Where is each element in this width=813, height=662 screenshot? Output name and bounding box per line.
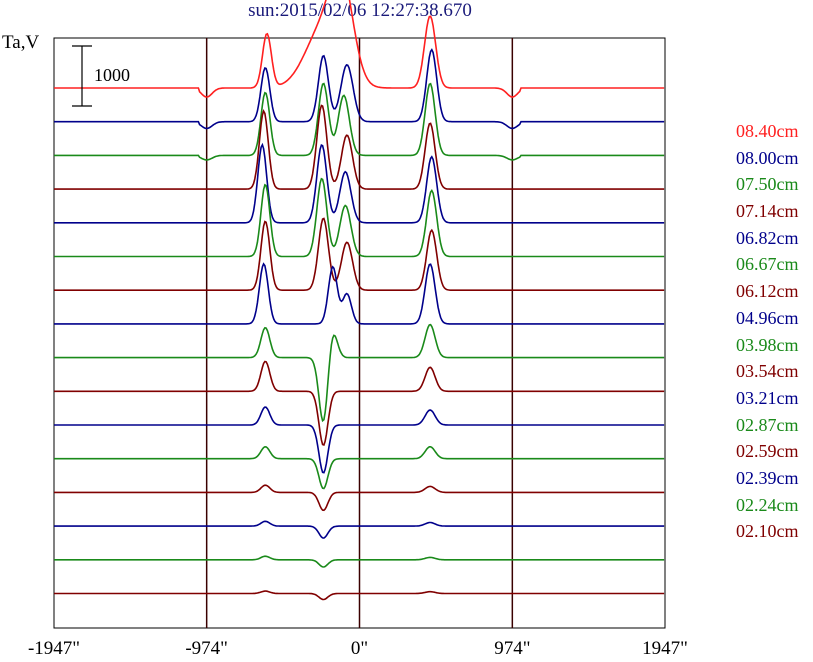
x-tick-label: 974" [494, 638, 530, 659]
legend-entry: 08.40cm [736, 121, 799, 141]
x-tick-label: 0" [351, 638, 368, 659]
legend-entry: 03.98cm [736, 334, 799, 355]
series-trace-9 [54, 360, 665, 447]
series-trace-2 [54, 82, 665, 161]
reference-lines [205, 38, 514, 628]
legend-entry: 03.21cm [736, 387, 799, 408]
chart-title: sun:2015/02/06 12:27:38.670 [248, 0, 472, 21]
x-tick-label: 1947" [642, 638, 688, 659]
series-trace-11 [54, 445, 665, 490]
series-trace-7 [54, 262, 665, 325]
series-trace-1 [54, 48, 665, 130]
series-trace-4 [54, 142, 665, 224]
scale-bar-label: 1000 [94, 65, 130, 85]
series-trace-12 [54, 484, 665, 512]
series-trace-15 [54, 590, 665, 601]
x-tick-label: -1947" [28, 638, 80, 659]
series-trace-8 [54, 323, 665, 423]
legend-entry: 02.24cm [736, 494, 799, 515]
series-trace-0 [54, 0, 665, 98]
trace-group [54, 0, 665, 601]
series-trace-13 [54, 520, 665, 539]
series-trace-14 [54, 555, 665, 568]
legend-entry: 02.59cm [736, 441, 799, 462]
series-trace-3 [54, 104, 665, 190]
legend: 08.40cm 08.00cm 07.50cm 07.14cm 06.82cm 06.67… [736, 118, 813, 545]
legend-entry: 06.67cm [736, 254, 799, 275]
legend-entry: 06.12cm [736, 281, 799, 302]
series-trace-6 [54, 217, 665, 291]
legend-entry: 02.10cm [736, 521, 799, 542]
series-trace-10 [54, 406, 665, 474]
legend-entry: 02.87cm [736, 414, 799, 435]
legend-entry: 06.82cm [736, 227, 799, 248]
y-axis-label: Ta,V [2, 32, 40, 53]
legend-entry: 07.50cm [736, 174, 799, 195]
legend-entry: 08.00cm [736, 147, 799, 168]
legend-entry: 02.39cm [736, 467, 799, 488]
series-trace-5 [54, 177, 665, 258]
x-tick-label: -974" [185, 638, 228, 659]
x-tick-labels: -1947" -974" 0" 974" 1947" [28, 638, 688, 659]
scale-bar: 1000 [72, 45, 130, 107]
legend-entry: 04.96cm [736, 307, 799, 328]
legend-entry: 03.54cm [736, 361, 799, 382]
legend-entry: 07.14cm [736, 201, 799, 222]
